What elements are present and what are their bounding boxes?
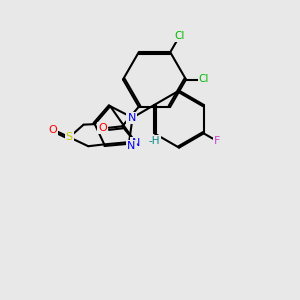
Text: F: F (214, 136, 221, 146)
Text: N: N (132, 138, 140, 148)
Text: O: O (48, 125, 57, 135)
Text: O: O (98, 123, 107, 133)
Text: S: S (66, 132, 73, 142)
Text: Cl: Cl (199, 74, 209, 85)
Text: N: N (128, 112, 136, 123)
Text: Cl: Cl (175, 31, 185, 41)
Text: -H: -H (148, 136, 160, 146)
Text: N: N (127, 141, 136, 151)
